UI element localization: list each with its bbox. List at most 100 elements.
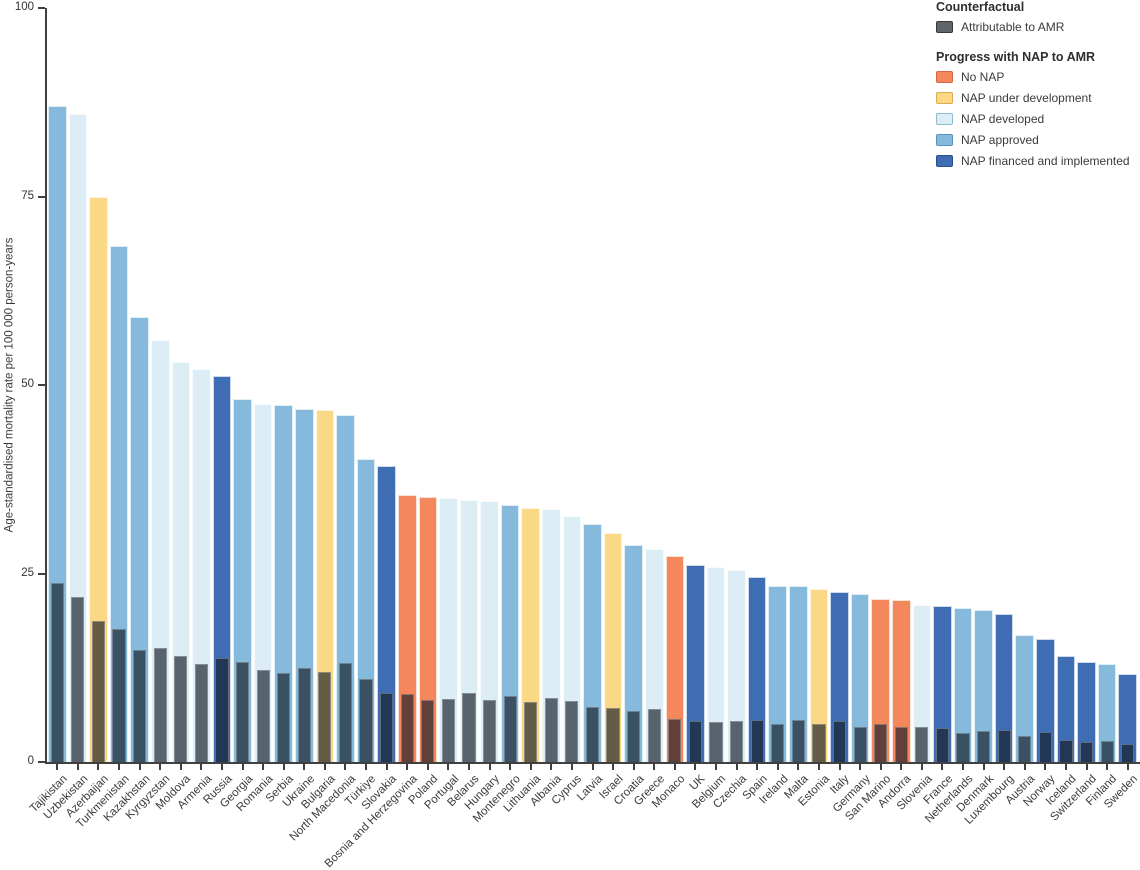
attributable-bar-montenegro xyxy=(503,695,517,762)
counterfactual-bar-netherlands xyxy=(953,608,973,762)
attributable-bar-turkmenistan xyxy=(112,629,126,762)
counterfactual-bar-croatia xyxy=(624,544,643,762)
x-tick-slovakia xyxy=(385,764,388,770)
attributable-bar-ireland xyxy=(771,724,785,762)
attributable-bar-finland xyxy=(1100,740,1114,762)
attributable-bar-kazakhstan xyxy=(133,649,147,762)
attributable-bar-switzerland xyxy=(1079,741,1094,762)
y-tick-25 xyxy=(38,572,45,575)
attributable-bar-azerbaijan xyxy=(91,621,106,762)
y-axis-line xyxy=(45,8,47,764)
x-axis-line xyxy=(45,762,1140,764)
legend-item-nap-approved: NAP approved xyxy=(936,132,1130,147)
counterfactual-bar-cyprus xyxy=(562,516,582,762)
attributable-bar-t-rkiye xyxy=(359,679,373,762)
x-tick-kazakhstan xyxy=(138,764,141,770)
attributable-bar-austria xyxy=(1018,736,1032,762)
counterfactual-bar-czechia xyxy=(727,570,746,762)
attributable-bar-belarus xyxy=(462,692,476,762)
attributable-bar-andorra xyxy=(894,726,908,762)
x-tick-austria xyxy=(1023,764,1026,770)
x-tick-sweden xyxy=(1126,764,1129,770)
x-tick-luxembourg xyxy=(1003,764,1006,770)
counterfactual-bar-armenia xyxy=(192,369,211,762)
x-tick-uzbekistan xyxy=(76,764,79,770)
x-tick-hungary xyxy=(488,764,491,770)
attributable-bar-monaco xyxy=(668,719,682,762)
x-tick-cyprus xyxy=(570,764,573,770)
counterfactual-bar-san-marino xyxy=(871,599,890,762)
attributable-bar-italy xyxy=(832,721,847,762)
x-tick-belarus xyxy=(467,764,470,770)
legend-item-label: Attributable to AMR xyxy=(961,19,1065,34)
x-tick-poland xyxy=(426,764,429,770)
x-tick-latvia xyxy=(591,764,594,770)
attributable-bar-san-marino xyxy=(874,724,888,762)
x-tick-lithuania xyxy=(529,764,532,770)
y-tick-label-75: 75 xyxy=(21,189,34,202)
counterfactual-bar-norway xyxy=(1036,639,1055,762)
attributable-bar-cyprus xyxy=(565,700,579,762)
x-tick-greece xyxy=(653,764,656,770)
x-tick-kyrgyzstan xyxy=(159,764,162,770)
counterfactual-bar-sweden xyxy=(1118,673,1137,762)
counterfactual-bar-poland xyxy=(418,497,438,762)
legend-counterfactual-title: Counterfactual xyxy=(936,0,1025,14)
counterfactual-bar-estonia xyxy=(809,588,829,762)
nap-approved-swatch-icon xyxy=(936,133,953,146)
counterfactual-bar-italy xyxy=(830,591,849,762)
x-tick-france xyxy=(941,764,944,770)
attributable-bar-czechia xyxy=(730,721,744,762)
x-tick-israel xyxy=(612,764,615,770)
attributable-bar-lithuania xyxy=(524,702,538,762)
y-tick-label-0: 0 xyxy=(27,755,34,767)
attributable-bar-greece xyxy=(647,709,661,762)
counterfactual-bar-uk xyxy=(686,565,705,762)
attributable-bar-albania xyxy=(544,697,558,762)
x-tick-montenegro xyxy=(509,764,512,770)
legend-item-label: No NAP xyxy=(961,69,1005,84)
x-tick-italy xyxy=(838,764,841,770)
x-tick-tajikistan xyxy=(56,764,59,770)
attributable-bar-estonia xyxy=(812,724,826,762)
legend-nap-title: Progress with NAP to AMR xyxy=(936,50,1096,64)
nap-financed-swatch-icon xyxy=(936,154,953,167)
x-tick-uk xyxy=(694,764,697,770)
attributable-bar-malta xyxy=(791,719,805,762)
attributable-bar-croatia xyxy=(627,710,641,762)
x-tick-netherlands xyxy=(962,764,965,770)
legend-item-nap-under-development: NAP under development xyxy=(936,90,1130,105)
x-tick-ireland xyxy=(776,764,779,770)
x-tick-czechia xyxy=(735,764,738,770)
attributable-bar-netherlands xyxy=(956,732,970,762)
attributable-bar-germany xyxy=(853,727,867,762)
x-tick-estonia xyxy=(817,764,820,770)
attributable-bar-uzbekistan xyxy=(71,596,85,762)
x-tick-finland xyxy=(1106,764,1109,770)
counterfactual-bar-latvia xyxy=(583,523,602,762)
x-tick-malta xyxy=(797,764,800,770)
counterfactual-bar-spain xyxy=(747,577,767,762)
y-tick-75 xyxy=(38,195,45,198)
attributable-bar-uk xyxy=(688,720,702,762)
x-tick-ukraine xyxy=(303,764,306,770)
legend: Counterfactual Attributable to AMR Progr… xyxy=(936,0,1130,174)
y-tick-label-100: 100 xyxy=(14,1,34,13)
counterfactual-bar-denmark xyxy=(974,610,993,762)
x-tick-monaco xyxy=(673,764,676,770)
attributable-bar-bulgaria xyxy=(318,671,332,762)
counterfactual-bar-luxembourg xyxy=(994,614,1014,762)
legend-item-nap-financed: NAP financed and implemented xyxy=(936,153,1130,168)
counterfactual-bar-slovakia xyxy=(377,466,396,762)
attributable-bar-moldova xyxy=(174,655,188,762)
x-tick-germany xyxy=(859,764,862,770)
attributable-bar-portugal xyxy=(441,699,455,762)
counterfactual-bar-switzerland xyxy=(1077,662,1096,762)
counterfactual-bar-lithuania xyxy=(521,507,541,762)
attributable-bar-georgia xyxy=(235,662,250,762)
counterfactual-bar-germany xyxy=(850,593,870,762)
x-tick-azerbaijan xyxy=(97,764,100,770)
x-tick-croatia xyxy=(632,764,635,770)
attributable-bar-serbia xyxy=(277,673,291,762)
